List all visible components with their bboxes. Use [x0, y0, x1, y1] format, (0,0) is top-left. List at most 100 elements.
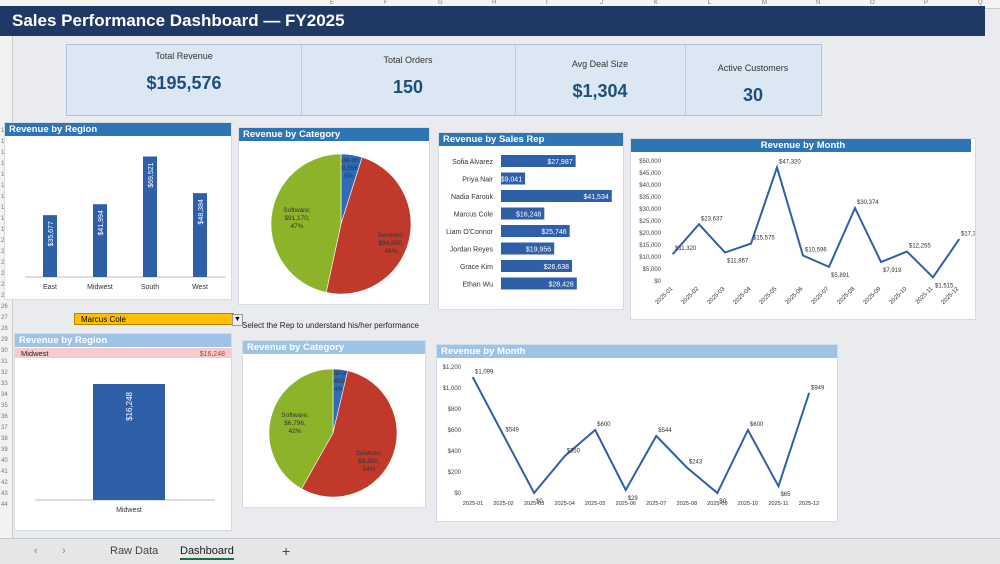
slice-name: Software; [283, 207, 311, 214]
data-point [750, 242, 752, 245]
data-label: $69,521 [148, 162, 155, 187]
data-label: $12,255 [909, 244, 931, 250]
x-tick-label: 2025-08 [837, 286, 857, 306]
data-label: $10,596 [805, 248, 827, 254]
data-label: $0 [536, 499, 543, 505]
data-point [472, 376, 474, 379]
panel-revenue-by-category[interactable]: Revenue by Category Add-on; $9,556, 5% Serv… [238, 127, 430, 305]
x-tick-label: 2025-10 [738, 501, 759, 507]
month-line-chart: $50,000 $45,000 $40,000 $35,000 $30,000 $25,0… [639, 159, 975, 306]
chevron-down-icon[interactable]: ▼ [232, 314, 243, 326]
rep-name: Ethan Wu [462, 282, 493, 289]
add-sheet-button[interactable]: + [282, 543, 291, 559]
x-tick-label: 2025-05 [585, 501, 606, 507]
panel-rep-revenue-by-region[interactable]: Revenue by Region Midwest $16,248 $16,248 M… [14, 333, 232, 531]
rep-category-pie-chart: Add-on;$602,4% Services;$8,850,54% Softwar… [268, 368, 398, 498]
data-point [624, 489, 627, 491]
data-point [563, 455, 566, 458]
data-label: $35,677 [48, 221, 55, 246]
data-label: $11,867 [727, 259, 749, 265]
kpi-strip: Total Revenue $195,576 Total Orders 150 … [66, 44, 822, 116]
row-number: 28 [1, 326, 8, 332]
y-tick-label: $600 [448, 428, 462, 434]
scroll-left-icon[interactable]: ‹ [34, 545, 38, 557]
row-number: 39 [1, 447, 8, 453]
x-tick-label: 2025-01 [463, 501, 484, 507]
rep-name: Priya Nair [462, 177, 493, 184]
slice-name: Services; [378, 232, 405, 239]
category-label: Midwest [87, 284, 113, 291]
slice-name: Services; [356, 450, 383, 457]
pie-slice [301, 370, 398, 498]
table-region: Midwest [21, 349, 49, 358]
kpi-label: Total Revenue [155, 51, 213, 61]
row-number: 42 [1, 480, 8, 486]
y-tick-label: $50,000 [639, 159, 661, 165]
column-letter: P [924, 0, 929, 6]
panel-rep-revenue-by-month[interactable]: Revenue by Month $1,200 $1,000 $800 $600 $40… [436, 344, 838, 522]
bar [501, 277, 577, 290]
data-point [724, 251, 726, 254]
data-point [880, 261, 882, 263]
rep-selector[interactable]: Marcus Cole [74, 313, 234, 325]
y-tick-label: $40,000 [639, 183, 661, 189]
slice-name: Add-on; [338, 157, 361, 164]
data-label: $47,320 [779, 159, 801, 165]
y-tick-label: $400 [448, 449, 462, 455]
rep-name: Sofia Alvarez [452, 159, 493, 166]
y-tick-label: $1,000 [443, 386, 462, 392]
row-number: 29 [1, 337, 8, 343]
column-letter: G [438, 0, 443, 6]
data-label: $65 [780, 492, 791, 498]
column-letter: L [708, 0, 712, 6]
rep-name: Nadia Farouk [451, 194, 494, 201]
x-tick-label: 2025-11 [768, 501, 788, 507]
slice-value: $91,170, [284, 215, 309, 222]
y-tick-label: $5,000 [643, 267, 662, 273]
kpi-value: $195,576 [146, 73, 222, 93]
data-point [655, 435, 658, 437]
data-point [906, 250, 908, 253]
bar [193, 193, 207, 277]
panel-revenue-by-region[interactable]: Revenue by Region $35,677 East $41,994 Midw… [4, 122, 232, 300]
pie-slice [270, 153, 342, 293]
data-label: $16,248 [125, 391, 134, 420]
row-number: 41 [1, 469, 8, 475]
chart-title: Revenue by Category [239, 128, 429, 141]
data-point [828, 266, 830, 268]
y-tick-label: $35,000 [639, 195, 661, 201]
row-number: 26 [1, 304, 8, 310]
x-tick-label: 2025-10 [889, 286, 909, 306]
row-number: 30 [1, 348, 8, 354]
bar [501, 190, 612, 202]
data-label: $26,638 [544, 264, 569, 271]
y-tick-label: $25,000 [639, 219, 661, 225]
panel-revenue-by-month[interactable]: Revenue by Month $50,000 $45,000 $40,000 $3… [630, 138, 976, 320]
row-number: 33 [1, 381, 8, 387]
y-tick-label: $0 [654, 279, 661, 285]
tab-raw-data[interactable]: Raw Data [110, 545, 159, 557]
x-tick-label: 2025-09 [863, 286, 883, 306]
panel-revenue-by-sales-rep[interactable]: Revenue by Sales Rep Sofia Alvarez $27,98… [438, 132, 624, 310]
series-line [672, 164, 960, 279]
x-tick-label: 2025-08 [677, 501, 698, 507]
data-label: $16,248 [516, 212, 541, 219]
sales-rep-bar-chart: Sofia Alvarez $27,987 Priya Nair $9,041 Nadi… [446, 155, 612, 290]
column-letter: I [546, 0, 548, 6]
rep-region-bar-chart: Midwest $16,248 $16,248 Midwest [15, 348, 231, 514]
y-tick-label: $45,000 [639, 171, 661, 177]
slice-percent: 54% [362, 466, 375, 473]
x-tick-label: 2025-03 [707, 286, 727, 306]
data-point [686, 466, 688, 469]
data-label: $949 [811, 385, 825, 391]
x-tick-label: 2025-07 [646, 501, 667, 507]
kpi-value: $1,304 [572, 81, 628, 101]
scroll-right-icon[interactable]: › [62, 545, 66, 557]
data-point [698, 223, 700, 226]
bar [43, 215, 57, 277]
data-label: $30,374 [857, 200, 879, 206]
data-label: $27,987 [547, 159, 572, 166]
tab-dashboard[interactable]: Dashboard [180, 545, 234, 560]
kpi-label: Active Customers [717, 63, 789, 73]
panel-rep-revenue-by-category[interactable]: Revenue by Category Add-on; $602, 4% Servic… [242, 340, 426, 508]
